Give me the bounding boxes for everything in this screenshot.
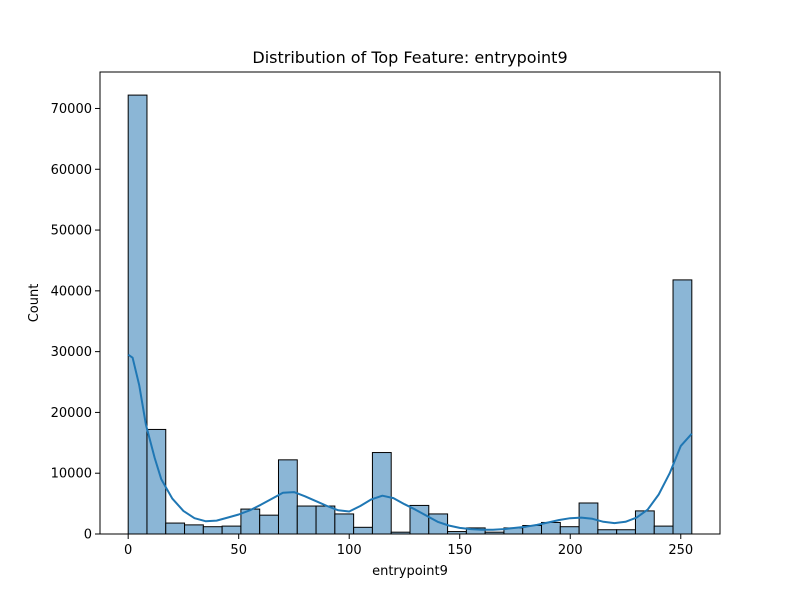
y-tick-label: 10000: [51, 467, 92, 482]
histogram-bar: [165, 522, 186, 535]
histogram-bar: [277, 459, 298, 535]
histogram-bar: [184, 524, 204, 535]
x-tick-label: 50: [230, 543, 247, 558]
plot-frame: [99, 71, 721, 535]
y-tick-label: 20000: [51, 406, 92, 421]
histogram-bar: [616, 529, 636, 535]
histogram-bar: [259, 514, 279, 535]
histogram-bar: [334, 513, 355, 535]
histogram-bar: [315, 505, 336, 535]
histogram-bar: [559, 526, 580, 535]
x-tick-label: 150: [447, 543, 472, 558]
y-tick-label: 0: [84, 528, 92, 543]
x-axis-ticks: 0 50 100 150 200 250: [124, 534, 693, 558]
histogram-bar: [371, 452, 392, 535]
x-tick-label: 100: [337, 543, 362, 558]
histogram-bar: [202, 526, 223, 535]
x-tick-label: 0: [124, 543, 132, 558]
x-axis-label: entrypoint9: [372, 564, 448, 579]
y-tick-label: 50000: [51, 224, 92, 239]
histogram-bar: [653, 525, 674, 535]
chart-title: Distribution of Top Feature: entrypoint9: [252, 48, 567, 67]
y-axis-label: Count: [27, 284, 42, 323]
bars-group: [127, 94, 693, 535]
histogram-bar: [221, 525, 242, 535]
x-tick-label: 200: [558, 543, 583, 558]
y-tick-label: 70000: [51, 102, 92, 117]
y-axis-ticks: 0 10000 20000 30000 40000 50000 60000 70000: [51, 102, 100, 543]
histogram-bar: [296, 505, 317, 535]
histogram-bar: [672, 279, 693, 535]
x-tick-label: 250: [668, 543, 693, 558]
histogram-bar: [597, 529, 618, 535]
y-tick-label: 60000: [51, 163, 92, 178]
y-tick-label: 40000: [51, 284, 92, 299]
histogram-bar: [353, 526, 373, 535]
kde-line: [127, 353, 693, 531]
y-tick-label: 30000: [51, 345, 92, 360]
histogram-bar: [634, 510, 655, 535]
histogram-bar: [409, 504, 430, 535]
histogram-bar: [127, 94, 148, 535]
